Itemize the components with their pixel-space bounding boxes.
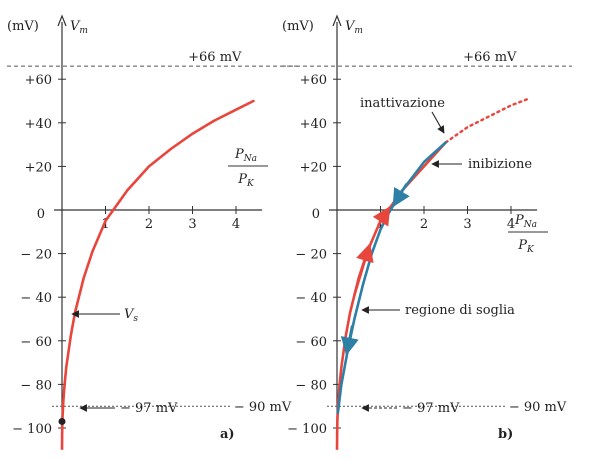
series-line-solid-red (335, 141, 448, 438)
x-tick-label: 3 (188, 217, 196, 232)
annotation-label: regione di soglia (405, 303, 515, 318)
y-tick-label: +20 (25, 160, 52, 175)
y-tick-label: − 60 (20, 335, 52, 350)
ref-line-label: +66 mV (188, 50, 242, 65)
y-axis-label: Vm (70, 19, 88, 36)
y-axis-arrow (332, 14, 342, 27)
annotation-arrow (431, 111, 445, 134)
y-tick-label: − 40 (20, 291, 52, 306)
y-tick-label: +40 (300, 117, 327, 132)
series-line-solid-red (60, 99, 255, 438)
series-direction-arrow (353, 243, 374, 296)
y-tick-label: − 80 (295, 378, 327, 393)
y-tick-label: +60 (25, 73, 52, 88)
panel-label: a) (220, 427, 235, 442)
y-unit-label: (mV) (7, 19, 39, 34)
annotation-label: − 97 mV (402, 401, 460, 416)
y-tick-label: 0 (312, 207, 320, 222)
x-tick-label: 1 (101, 217, 109, 232)
ref-line-label: − 90 mV (509, 400, 567, 415)
chart-panel-a: (mV) Vm +60 +40 +20 0 − 20 − 40 − 60 − 80 − 100 1 2 3… (7, 14, 297, 450)
series-direction-arrow (340, 325, 359, 356)
series-direction-arrow (372, 206, 391, 227)
data-point (58, 417, 66, 425)
x-tick-label: 4 (507, 217, 515, 232)
y-tick-label: − 100 (12, 422, 52, 437)
x-axis-label-denominator: PK (517, 238, 535, 255)
y-tick-label: − 80 (20, 378, 52, 393)
x-tick-label: 3 (463, 217, 471, 232)
y-axis-label: Vm (345, 19, 363, 36)
x-axis-label-numerator: PNa (234, 147, 257, 164)
annotation-label: − 97 mV (120, 401, 178, 416)
ref-line-label: +66 mV (463, 50, 517, 65)
y-unit-label: (mV) (282, 19, 314, 34)
annotation-label: inibizione (468, 157, 532, 172)
x-tick-label: 4 (232, 217, 240, 232)
y-tick-label: − 20 (295, 248, 327, 263)
series-line-dotted-red (444, 97, 530, 144)
y-tick-label: − 40 (295, 291, 327, 306)
x-tick-label: 2 (420, 217, 428, 232)
y-axis-arrow (57, 14, 67, 27)
annotation-label: Vs (124, 307, 138, 324)
y-tick-label: − 100 (287, 422, 327, 437)
series-direction-arrow (392, 183, 410, 208)
x-axis-label-denominator: PK (237, 172, 255, 189)
y-tick-label: 0 (37, 207, 45, 222)
annotation-label: inattivazione (360, 96, 445, 111)
y-tick-label: +60 (300, 73, 327, 88)
y-tick-label: +40 (25, 117, 52, 132)
y-tick-label: − 60 (295, 335, 327, 350)
x-axis-label-numerator: PNa (514, 213, 537, 230)
ref-line-label: − 90 mV (234, 400, 292, 415)
panel-label: b) (498, 427, 513, 442)
y-tick-label: − 20 (20, 248, 52, 263)
y-tick-label: +20 (300, 160, 327, 175)
x-tick-label: 2 (145, 217, 153, 232)
series-line-solid-blue (336, 141, 448, 414)
